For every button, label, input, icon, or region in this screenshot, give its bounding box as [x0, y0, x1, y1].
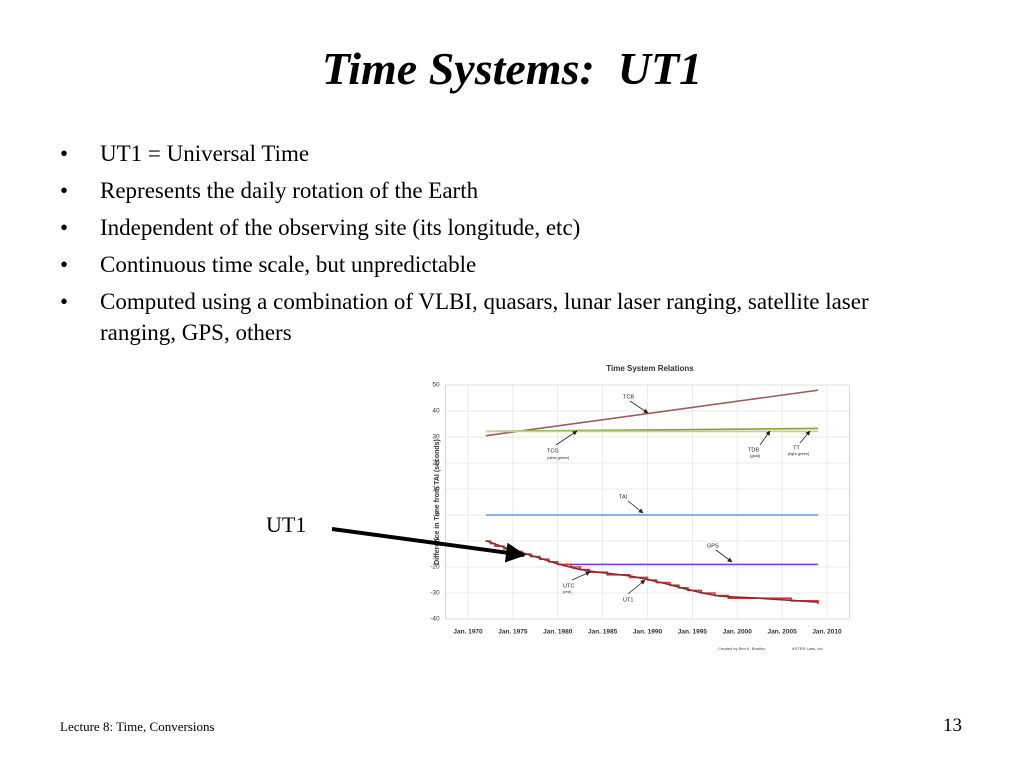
annotation-arrow: [627, 500, 644, 514]
annotation: (gold): [750, 453, 761, 458]
annotation: UTC: [563, 583, 574, 589]
bullet: Computed using a combination of VLBI, qu…: [60, 286, 920, 348]
x-tick-label: Jan. 1995: [678, 629, 708, 636]
y-tick-label: 10: [432, 486, 440, 493]
annotation: TT: [793, 445, 800, 451]
x-tick-label: Jan. 2000: [723, 629, 753, 636]
x-tick-label: Jan. 2010: [812, 629, 842, 636]
annotation-arrow: [571, 571, 591, 581]
x-tick-label: Jan. 1975: [498, 629, 528, 636]
annotation-arrow: [715, 549, 733, 563]
annotation-arrow: [555, 430, 578, 446]
y-tick-label: -30: [430, 590, 440, 597]
series-line: [485, 539, 819, 603]
annotation: (olive green): [547, 455, 570, 460]
chart-title: Time System Relations: [606, 364, 694, 373]
x-tick-label: Jan. 1980: [543, 629, 573, 636]
y-tick-label: -40: [430, 616, 440, 623]
y-tick-label: 0: [436, 512, 440, 519]
annotation: (red): [563, 589, 572, 594]
x-tick-label: Jan. 2005: [767, 629, 797, 636]
y-tick-label: 20: [432, 460, 440, 467]
annotation-arrow: [629, 400, 649, 414]
annotation: TDB: [748, 447, 759, 453]
annotation: (light green): [788, 451, 810, 456]
x-tick-label: Jan. 1985: [588, 629, 618, 636]
y-tick-label: 50: [432, 382, 440, 389]
callout-label: UT1: [266, 512, 307, 537]
credit: ASTER Labs, Inc.: [792, 646, 824, 651]
annotation: GPS: [707, 543, 719, 549]
callout-arrow: [331, 527, 526, 563]
y-tick-label: 30: [432, 434, 440, 441]
bullet: Continuous time scale, but unpredictable: [60, 249, 920, 280]
bullet: UT1 = Universal Time: [60, 138, 920, 169]
y-tick-label: 40: [432, 408, 440, 415]
annotation-arrow: [627, 579, 646, 595]
annotation-arrow: [799, 430, 811, 444]
slide-title: Time Systems: UT1: [321, 43, 703, 94]
footer: Lecture 8: Time, Conversions: [60, 719, 215, 734]
x-tick-label: Jan. 1970: [453, 629, 483, 636]
annotation: TCB: [623, 394, 634, 400]
bullet-list: UT1 = Universal Time Represents the daily…: [60, 138, 920, 354]
annotation: TCG: [547, 448, 559, 454]
y-tick-label: -20: [430, 564, 440, 571]
annotation: UT1: [623, 597, 633, 603]
series-line: [485, 389, 819, 437]
annotation: TAI: [619, 494, 628, 500]
bullet: Independent of the observing site (its l…: [60, 212, 920, 243]
y-axis-label: Difference in Time from TAI (seconds): [434, 439, 441, 565]
x-tick-label: Jan. 1990: [633, 629, 663, 636]
credit: Created by Ben K. Bradley: [718, 646, 765, 651]
page-number: 13: [943, 715, 962, 736]
annotation-arrow: [759, 430, 771, 446]
bullet: Represents the daily rotation of the Ear…: [60, 175, 920, 206]
